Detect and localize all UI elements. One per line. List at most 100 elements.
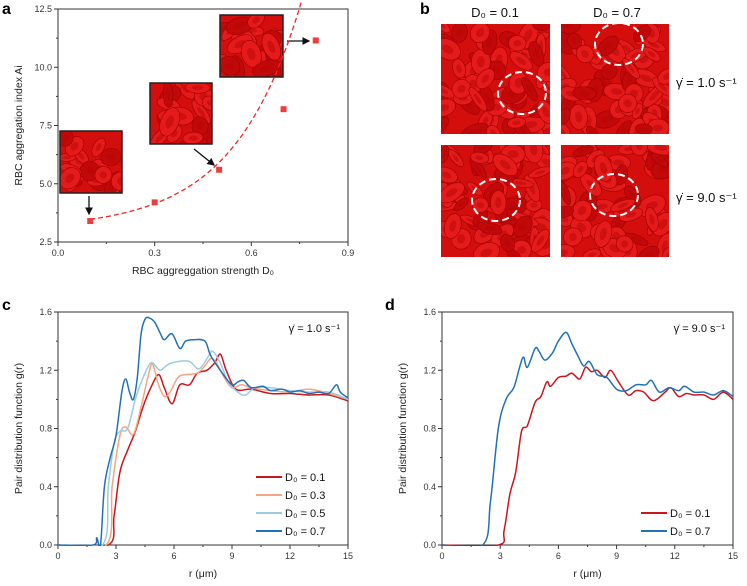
x-tick-label: 0: [55, 551, 60, 561]
cell-dimple: [599, 162, 608, 174]
cell-dimple: [197, 106, 206, 118]
cell-dimple: [452, 154, 460, 162]
y-tick-label: 1.2: [39, 365, 52, 375]
panel-b-simulation-snapshots: D₀ = 0.1 D₀ = 0.7 γ̇ = 1.0 s⁻¹ γ̇ = 9.0 …: [441, 5, 737, 257]
rbc-snapshot-4: [561, 145, 669, 257]
cell-dimple: [638, 30, 646, 38]
cell-dimple: [561, 209, 569, 215]
data-point: [87, 218, 94, 225]
cell-dimple: [610, 88, 623, 95]
cell-dimple: [513, 40, 522, 47]
y-tick-label: 0.4: [423, 482, 436, 492]
rbc-cells: [60, 131, 122, 193]
y-tick-label: 1.2: [423, 365, 436, 375]
cell-dimple: [267, 40, 276, 53]
y-tick-label: 1.6: [39, 307, 52, 317]
cell-dimple: [524, 121, 538, 129]
cell-dimple: [441, 87, 449, 94]
cell-dimple: [526, 83, 533, 95]
cell-dimple: [499, 160, 511, 170]
cell-dimple: [192, 85, 204, 90]
cell-dimple: [561, 129, 566, 134]
cell-dimple: [457, 84, 466, 93]
rbc-snapshot-3: [441, 145, 550, 257]
x-tick-label: 0.0: [52, 248, 65, 258]
cell-dimple: [643, 251, 654, 257]
cell-dimple: [635, 107, 640, 115]
aggregate-highlight-circle: [589, 173, 639, 217]
cell-dimple: [510, 251, 518, 257]
cell-dimple: [517, 245, 526, 254]
series-line-0.7: [58, 316, 348, 546]
y-tick-label: 0.0: [423, 540, 436, 550]
panel-label-c: c: [2, 297, 11, 314]
cell-dimple: [626, 74, 633, 85]
x-tick-label: 0.3: [148, 248, 161, 258]
cell-dimple: [571, 37, 578, 45]
cell-dimple: [475, 28, 485, 38]
y-tick-label: 0.4: [39, 482, 52, 492]
cell-dimple: [592, 52, 598, 60]
y-tick-label: 1.6: [423, 307, 436, 317]
cell-dimple: [565, 98, 571, 110]
cell-dimple: [659, 98, 669, 107]
panel-label-a: a: [2, 1, 11, 18]
x-tick-label: 12: [670, 551, 680, 561]
x-axis-label: RBC aggreggation strength D₀: [132, 265, 274, 277]
cell-dimple: [600, 115, 613, 123]
legend-label: D₀ = 0.5: [285, 508, 325, 520]
x-tick-label: 0.9: [342, 248, 355, 258]
cell-dimple: [543, 68, 550, 77]
y-axis-label: Pair distribution function g(r): [397, 363, 409, 494]
y-tick-label: 5.0: [39, 179, 52, 189]
arrow-icon: [193, 148, 216, 166]
cell-dimple: [445, 188, 458, 198]
cell-dimple: [456, 64, 462, 74]
x-tick-label: 15: [343, 551, 353, 561]
x-tick-label: 12: [285, 551, 295, 561]
cell-dimple: [507, 202, 520, 211]
image-border: [219, 14, 284, 78]
y-tick-label: 12.5: [34, 4, 52, 14]
shear-rate-annotation: γ̇ = 1.0 s⁻¹: [289, 323, 341, 335]
cell-dimple: [617, 202, 629, 208]
cell-dimple: [99, 171, 108, 179]
cell-dimple: [561, 24, 573, 28]
cell-dimple: [666, 252, 669, 257]
rbc-cells: [561, 24, 669, 134]
cell-dimple: [441, 24, 446, 29]
rbc-cells: [150, 83, 212, 144]
cell-dimple: [578, 148, 588, 154]
chart-a: 0.0 0.3 0.6 0.9 2.5 5.0 7.5 10.0 12.5 RBC aggregg…: [13, 0, 354, 277]
cell-dimple: [449, 220, 457, 232]
cell-dimple: [490, 129, 497, 134]
cell-dimple: [654, 145, 668, 151]
shear-rate-annotation: γ̇ = 9.0 s⁻¹: [674, 323, 726, 335]
cell-dimple: [623, 99, 632, 108]
x-axis-label: r (μm): [189, 568, 217, 580]
data-point: [151, 199, 158, 206]
row-label-shear-1.0: γ̇ = 1.0 s⁻¹: [676, 75, 737, 90]
cell-dimple: [224, 61, 235, 70]
cell-dimple: [486, 36, 493, 48]
legend-label: D₀ = 0.7: [670, 526, 710, 538]
cell-dimple: [561, 38, 570, 48]
cell-dimple: [155, 132, 165, 143]
cell-dimple: [561, 216, 569, 223]
panel-label-b: b: [420, 1, 430, 18]
cell-dimple: [561, 249, 568, 257]
y-tick-label: 2.5: [39, 237, 52, 247]
rbc-inset-image-2: [149, 82, 213, 145]
cell-dimple: [166, 88, 170, 101]
cell-dimple: [468, 128, 482, 134]
chart-d: 0 3 6 9 12 15 0.0 0.4 0.8 1.2 1.6 r (μm) Pair distri…: [397, 307, 738, 580]
cell-dimple: [658, 82, 667, 91]
cell-dimple: [484, 225, 496, 231]
cell-dimple: [562, 188, 568, 199]
cell-dimple: [605, 68, 613, 75]
x-tick-label: 6: [171, 551, 176, 561]
x-axis-label: r (μm): [573, 568, 601, 580]
x-tick-label: 0: [439, 551, 444, 561]
cell-dimple: [484, 92, 490, 104]
